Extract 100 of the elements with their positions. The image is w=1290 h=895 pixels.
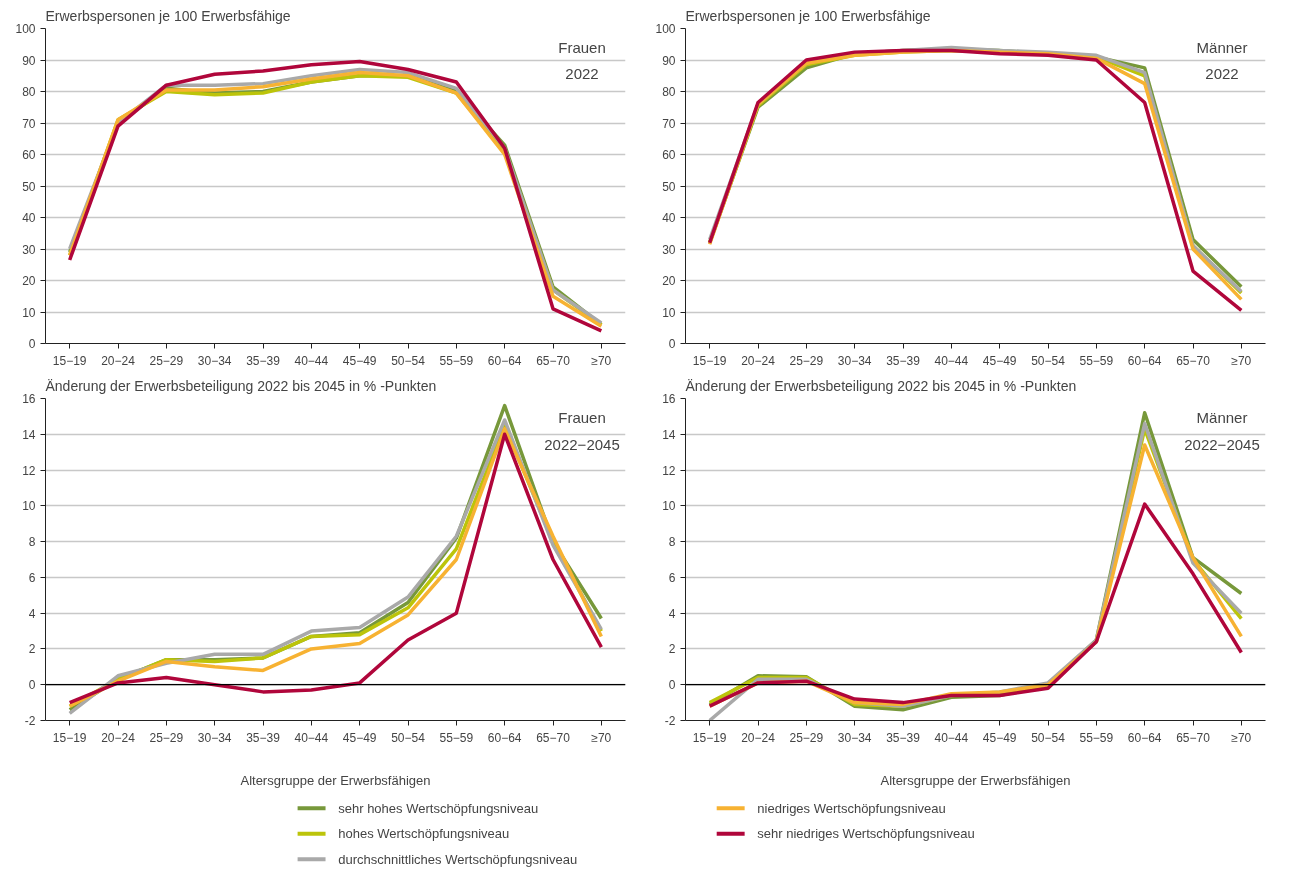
y-tick-label: 70 [662,116,676,131]
x-tick-label: 50−54 [1031,353,1066,368]
y-tick-label: 6 [668,570,676,585]
y-tick-label: 40 [662,211,676,225]
legend-label: durchschnittliches Wertschöpfungsniveau [338,851,578,867]
y-tick-label: 20 [22,274,36,288]
y-tick-label: 12 [22,463,36,478]
legend-label: sehr hohes Wertschöpfungsniveau [338,800,539,816]
x-tick-label: 20−24 [101,353,136,368]
x-tick-label: 25−29 [789,730,824,745]
x-tick-label: 60−64 [1127,353,1162,368]
x-tick-label: 55−59 [439,730,474,745]
x-tick-label: 15−19 [692,353,727,368]
x-tick-label: 40−44 [934,730,969,745]
y-tick-label: 80 [22,85,36,99]
y-tick-label: 60 [662,148,676,162]
x-tick-label: 45−49 [982,353,1017,368]
annotation: Frauen 2022 [558,38,606,83]
y-tick-label: 2 [668,642,676,657]
legend-label: sehr niedriges Wertschöpfungsniveau [757,826,975,842]
y-tick-label: 100 [15,22,36,36]
y-tick-label: 4 [28,606,36,621]
x-tick-label: 30−34 [837,353,872,368]
y-tick-label: 4 [668,606,676,621]
x-tick-label: 30−34 [197,353,232,368]
x-tick-label: ≥70 [591,730,612,745]
x-tick-label: 50−54 [1031,730,1066,745]
x-tick-label: ≥70 [591,353,612,368]
y-tick-label: 40 [22,211,36,225]
legend-label: hohes Wertschöpfungsniveau [338,826,510,842]
x-tick-label: 55−59 [1079,353,1114,368]
y-tick-label: 0 [668,337,676,351]
y-tick-label: 100 [655,22,676,36]
x-tick-label: 25−29 [149,730,184,745]
x-tick-label: 40−44 [934,353,969,368]
x-tick-label: 55−59 [1079,730,1114,745]
chart-title: Änderung der Erwerbsbeteiligung 2022 bis 2045 in % -Punkten [45,377,437,394]
chart-title: Erwerbspersonen je 100 Erwerbsfähige [685,7,931,24]
x-tick-label: 50−54 [391,353,426,368]
x-tick-label: 35−39 [886,353,921,368]
y-tick-label: 10 [22,499,36,514]
y-tick-label: 10 [662,305,676,320]
x-tick-label: 35−39 [886,730,921,745]
annotation: Männer 2022−2045 [1184,409,1260,454]
y-tick-label: 10 [22,305,36,320]
y-tick-label: 2 [28,642,36,657]
x-tick-label: 20−24 [101,730,136,745]
x-tick-label: 15−19 [692,730,727,745]
x-tick-label: 45−49 [342,353,377,368]
x-tick-label: 40−44 [294,353,329,368]
x-tick-label: 25−29 [149,353,184,368]
y-tick-label: 0 [28,337,36,351]
y-tick-label: 80 [662,85,676,99]
x-tick-label: 45−49 [982,730,1017,745]
chart-title: Änderung der Erwerbsbeteiligung 2022 bis 2045 in % -Punkten [685,377,1077,394]
x-tick-label: 60−64 [487,730,522,745]
x-tick-label: 65−70 [1176,730,1211,745]
x-tick-label: 30−34 [837,730,872,745]
annotation: Männer 2022 [1196,38,1248,83]
y-tick-label: 50 [662,179,676,194]
y-tick-label: 90 [662,53,676,68]
y-tick-label: 14 [22,427,36,442]
x-axis-title: Altersgruppe der Erwerbsfähigen [240,772,431,788]
x-tick-label: 60−64 [487,353,522,368]
x-tick-label: 65−70 [536,730,571,745]
x-tick-label: 30−34 [197,730,232,745]
y-tick-label: 6 [28,570,36,585]
x-tick-label: 55−59 [439,353,474,368]
legend-label: niedriges Wertschöpfungsniveau [757,800,946,816]
y-tick-label: -2 [24,714,36,728]
y-tick-label: 0 [28,678,36,693]
x-tick-label: 65−70 [1176,353,1211,368]
y-tick-label: 30 [662,242,676,257]
y-tick-label: 70 [22,116,36,131]
x-tick-label: 35−39 [246,730,281,745]
x-tick-label: 35−39 [246,353,281,368]
x-tick-label: 50−54 [391,730,426,745]
y-tick-label: 10 [662,499,676,514]
y-tick-label: 60 [22,148,36,162]
x-axis-title: Altersgruppe der Erwerbsfähigen [880,772,1071,788]
annotation: Frauen 2022−2045 [544,409,620,454]
y-tick-label: 8 [28,535,36,550]
x-tick-label: 20−24 [741,353,776,368]
y-tick-label: 90 [22,53,36,68]
x-tick-label: 60−64 [1127,730,1162,745]
x-tick-label: 45−49 [342,730,377,745]
x-tick-label: ≥70 [1231,353,1252,368]
y-tick-label: 12 [662,463,676,478]
y-tick-label: 50 [22,179,36,194]
x-tick-label: 15−19 [52,353,87,368]
y-tick-label: 16 [662,392,676,406]
x-tick-label: 15−19 [52,730,87,745]
y-tick-label: 30 [22,242,36,257]
y-tick-label: -2 [664,714,676,728]
x-tick-label: 20−24 [741,730,776,745]
y-tick-label: 0 [668,678,676,693]
y-tick-label: 8 [668,535,676,550]
x-tick-label: 25−29 [789,353,824,368]
y-tick-label: 14 [662,427,676,442]
y-tick-label: 20 [662,274,676,288]
